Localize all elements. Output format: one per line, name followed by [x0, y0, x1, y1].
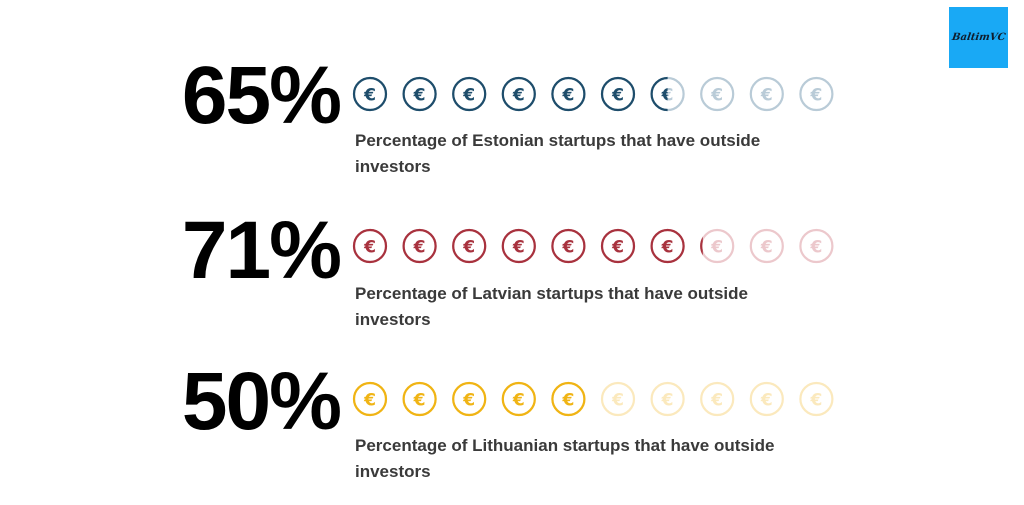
- svg-text:€: €: [611, 238, 624, 258]
- svg-text:€: €: [611, 391, 624, 411]
- svg-text:€: €: [661, 238, 674, 258]
- euro-coin-icon: €: [749, 76, 784, 112]
- svg-text:€: €: [413, 86, 426, 106]
- svg-text:€: €: [462, 238, 475, 258]
- stat-caption: Percentage of Lithuanian startups that h…: [355, 436, 775, 481]
- euro-coin-icon: €: [749, 381, 784, 417]
- coin-row: €€ €€ €€ €€ €€ €€ €€ € € €: [352, 76, 834, 112]
- svg-text:€: €: [710, 86, 723, 106]
- svg-text:€: €: [413, 391, 426, 411]
- euro-coin-icon: €: [650, 381, 685, 417]
- svg-text:€: €: [363, 238, 376, 258]
- logo-text: BaltimVC: [950, 32, 1006, 43]
- euro-coin-icon: €€: [452, 76, 487, 112]
- euro-coin-icon: €€: [402, 228, 437, 264]
- svg-text:€: €: [363, 86, 376, 106]
- euro-coin-icon: €€: [600, 228, 636, 264]
- svg-text:€: €: [561, 238, 574, 258]
- euro-coin-icon: €€: [501, 76, 536, 112]
- svg-text:€: €: [760, 238, 773, 258]
- svg-text:€: €: [413, 238, 426, 258]
- svg-text:€: €: [462, 238, 475, 258]
- svg-text:€: €: [363, 391, 376, 411]
- svg-text:€: €: [462, 86, 475, 106]
- svg-text:€: €: [809, 86, 822, 106]
- svg-text:€: €: [512, 238, 525, 258]
- svg-text:€: €: [512, 391, 525, 411]
- euro-coin-icon: €€: [551, 76, 586, 112]
- euro-coin-icon: €€: [650, 228, 685, 264]
- euro-coin-icon: €: [799, 381, 834, 417]
- euro-coin-icon: €: [600, 381, 636, 417]
- svg-text:€: €: [661, 86, 674, 106]
- svg-text:€: €: [661, 391, 674, 411]
- euro-coin-icon: €: [799, 76, 834, 112]
- euro-coin-icon: €€: [501, 381, 536, 417]
- stat-value: 65%: [181, 50, 342, 141]
- euro-coin-icon: €€: [551, 381, 586, 417]
- euro-coin-icon: €€: [700, 228, 735, 264]
- euro-coin-icon: €€: [452, 228, 487, 264]
- euro-coin-icon: €€: [352, 381, 388, 417]
- svg-text:€: €: [363, 238, 376, 258]
- svg-text:€: €: [462, 86, 475, 106]
- baltimvc-logo: BaltimVC: [949, 7, 1008, 68]
- euro-coin-icon: €: [700, 381, 735, 417]
- stat-value: 71%: [181, 205, 342, 296]
- svg-text:€: €: [611, 86, 624, 106]
- stat-value: 50%: [181, 356, 342, 447]
- svg-text:€: €: [462, 391, 475, 411]
- svg-text:€: €: [710, 238, 723, 258]
- coin-row: €€ €€ €€ €€ €€ € € € € €: [352, 381, 834, 417]
- svg-text:€: €: [363, 86, 376, 106]
- svg-text:€: €: [561, 86, 574, 106]
- svg-text:€: €: [561, 86, 574, 106]
- svg-text:€: €: [561, 391, 574, 411]
- euro-coin-icon: €€: [551, 228, 586, 264]
- euro-coin-icon: €€: [452, 381, 487, 417]
- euro-coin-icon: €€: [501, 228, 536, 264]
- euro-coin-icon: €€: [650, 76, 685, 112]
- euro-coin-icon: €€: [402, 381, 437, 417]
- svg-text:€: €: [611, 238, 624, 258]
- svg-text:€: €: [661, 238, 674, 258]
- svg-text:€: €: [512, 86, 525, 106]
- svg-text:€: €: [413, 238, 426, 258]
- svg-text:€: €: [760, 86, 773, 106]
- svg-text:€: €: [462, 391, 475, 411]
- euro-coin-icon: €€: [600, 76, 636, 112]
- svg-text:€: €: [809, 391, 822, 411]
- euro-coin-icon: €: [749, 228, 784, 264]
- svg-text:€: €: [512, 86, 525, 106]
- svg-text:€: €: [561, 238, 574, 258]
- svg-text:€: €: [661, 86, 674, 106]
- svg-text:€: €: [710, 391, 723, 411]
- euro-coin-icon: €€: [352, 228, 388, 264]
- euro-coin-icon: €: [700, 76, 735, 112]
- svg-text:€: €: [809, 238, 822, 258]
- stat-caption: Percentage of Estonian startups that hav…: [355, 131, 761, 176]
- coin-row: €€ €€ €€ €€ €€ €€ €€ €€ € €: [352, 228, 834, 264]
- svg-text:€: €: [512, 238, 525, 258]
- svg-text:€: €: [760, 391, 773, 411]
- euro-coin-icon: €: [799, 228, 834, 264]
- euro-coin-icon: €€: [402, 76, 437, 112]
- svg-text:€: €: [413, 86, 426, 106]
- svg-text:€: €: [363, 391, 376, 411]
- svg-text:€: €: [512, 391, 525, 411]
- svg-text:€: €: [561, 391, 574, 411]
- svg-text:€: €: [611, 86, 624, 106]
- svg-text:€: €: [413, 391, 426, 411]
- euro-coin-icon: €€: [352, 76, 388, 112]
- stat-caption: Percentage of Latvian startups that have…: [355, 284, 748, 329]
